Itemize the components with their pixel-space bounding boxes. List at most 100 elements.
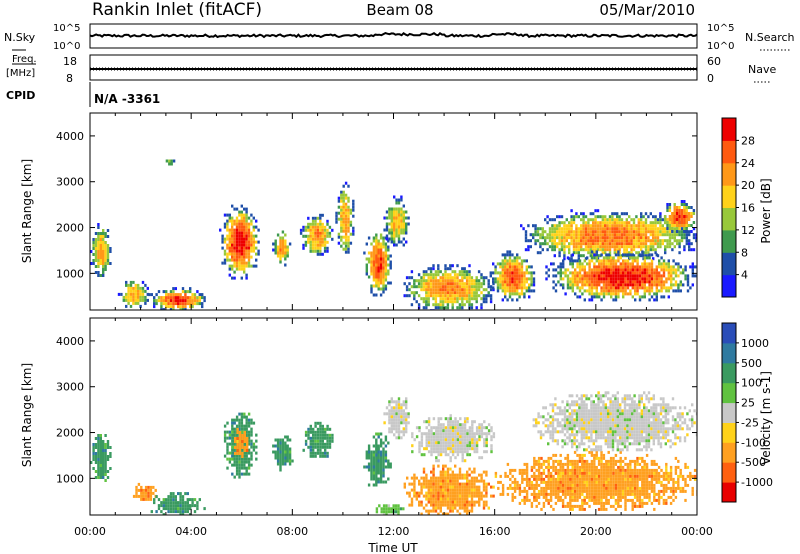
heatmap-cell — [247, 225, 251, 229]
heatmap-cell — [540, 477, 543, 481]
heatmap-cell — [316, 249, 320, 253]
heatmap-cell — [231, 472, 234, 476]
heatmap-cell — [385, 225, 389, 229]
heatmap-cell — [581, 492, 584, 496]
heatmap-cell — [587, 242, 590, 246]
heatmap-cell — [427, 485, 430, 489]
heatmap-cell — [279, 260, 282, 264]
heatmap-cell — [326, 231, 329, 235]
heatmap-cell — [235, 225, 239, 229]
heatmap-cell — [511, 289, 514, 293]
heatmap-cell — [352, 229, 355, 233]
heatmap-cell — [482, 279, 486, 283]
heatmap-cell — [129, 292, 133, 296]
heatmap-cell — [466, 453, 469, 457]
heatmap-cell — [656, 218, 660, 222]
heatmap-cell — [477, 270, 481, 274]
heatmap-cell — [566, 474, 570, 478]
heatmap-cell — [611, 233, 614, 237]
heatmap-cell — [482, 485, 486, 489]
heatmap-cell — [142, 497, 145, 501]
heatmap-cell — [193, 504, 197, 508]
heatmap-cell — [453, 279, 457, 283]
heatmap-cell — [511, 259, 514, 263]
heatmap-cell — [518, 262, 521, 266]
heatmap-cell — [570, 239, 573, 243]
heatmap-cell — [552, 286, 555, 290]
heatmap-cell — [595, 450, 598, 454]
heatmap-cell — [442, 476, 445, 480]
heatmap-cell — [147, 491, 150, 495]
heatmap-cell — [413, 279, 416, 283]
heatmap-cell — [544, 218, 547, 222]
heatmap-cell — [478, 500, 481, 504]
heatmap-cell — [480, 282, 483, 286]
heatmap-cell — [397, 427, 401, 431]
heatmap-cell — [649, 239, 652, 243]
heatmap-cell — [656, 236, 660, 240]
heatmap-cell — [434, 485, 438, 489]
heatmap-cell — [160, 299, 163, 303]
heatmap-cell — [643, 286, 646, 290]
heatmap-cell — [449, 264, 452, 268]
heatmap-cell — [482, 506, 486, 510]
heatmap-cell — [679, 289, 682, 293]
heatmap-cell — [606, 242, 609, 246]
heatmap-cell — [608, 224, 612, 228]
heatmap-cell — [677, 286, 680, 290]
heatmap-cell — [494, 271, 497, 275]
heatmap-cell — [629, 277, 632, 281]
heatmap-cell — [235, 207, 239, 211]
heatmap-cell — [446, 497, 450, 501]
heatmap-cell — [461, 494, 464, 498]
heatmap-cell — [654, 233, 657, 237]
heatmap-cell — [590, 492, 594, 496]
heatmap-cell — [644, 227, 648, 231]
heatmap-cell — [463, 435, 467, 439]
heatmap-cell — [347, 241, 350, 245]
heatmap-cell — [243, 472, 246, 476]
heatmap-cell — [385, 234, 389, 238]
heatmap-cell — [240, 240, 243, 244]
heatmap-cell — [228, 228, 231, 232]
heatmap-cell — [673, 218, 676, 221]
heatmap-cell — [649, 224, 652, 228]
heatmap-cell — [506, 259, 509, 263]
heatmap-cell — [243, 451, 246, 455]
heatmap-cell — [388, 421, 391, 425]
heatmap-cell — [316, 234, 320, 238]
heatmap-cell — [434, 297, 438, 301]
heatmap-cell — [583, 465, 586, 469]
heatmap-cell — [631, 295, 634, 299]
heatmap-cell — [593, 283, 596, 287]
heatmap-cell — [435, 441, 438, 445]
heatmap-cell — [372, 266, 376, 270]
heatmap-cell — [451, 294, 454, 298]
heatmap-cell — [365, 450, 368, 454]
heatmap-cell — [286, 251, 289, 255]
heatmap-cell — [155, 293, 158, 297]
heatmap-cell — [422, 300, 426, 304]
heatmap-cell — [104, 262, 107, 265]
heatmap-cell — [284, 453, 287, 457]
heatmap-cell — [553, 218, 556, 222]
heatmap-cell — [501, 262, 504, 266]
heatmap-cell — [466, 488, 469, 492]
heatmap-cell — [410, 270, 414, 274]
heatmap-cell — [174, 302, 177, 306]
heatmap-cell — [132, 494, 136, 498]
heatmap-cell — [667, 274, 670, 278]
heatmap-cell — [104, 479, 107, 482]
heatmap-cell — [463, 291, 466, 295]
heatmap-cell — [650, 277, 654, 281]
heatmap-cell — [451, 291, 454, 295]
heatmap-cell — [446, 294, 450, 298]
heatmap-cell — [506, 265, 509, 269]
heatmap-cell — [437, 441, 440, 445]
heatmap-cell — [223, 249, 227, 253]
heatmap-cell — [393, 213, 396, 217]
heatmap-cell — [631, 262, 634, 266]
heatmap-cell — [473, 447, 476, 451]
heatmap-cell — [323, 243, 327, 247]
